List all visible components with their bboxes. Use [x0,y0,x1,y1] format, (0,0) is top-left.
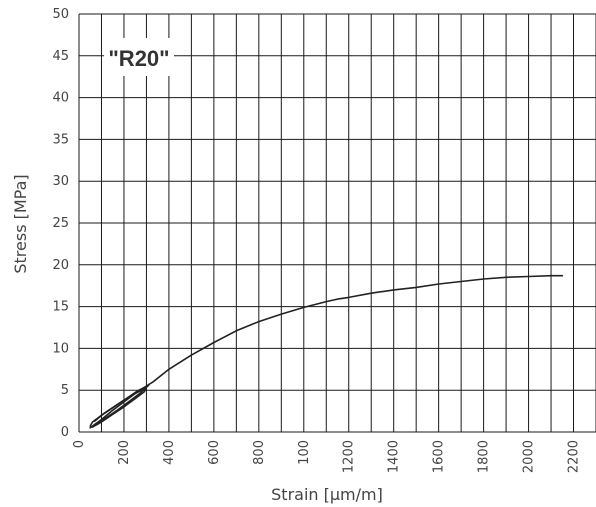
x-tick-label: 1200 [342,440,357,473]
y-tick-label: 30 [52,174,69,189]
x-tick-label: 2200 [567,440,582,473]
y-tick-label: 45 [52,49,69,64]
x-tick-label: 600 [207,440,222,465]
x-tick-label: 1400 [387,440,402,473]
y-tick-labels: 0 5 10 15 20 25 30 35 40 45 50 [52,7,69,440]
series-line [93,384,150,426]
x-tick-label: 2000 [522,440,537,473]
y-tick-label: 50 [52,7,69,22]
data-series [89,274,564,429]
y-tick-label: 15 [52,300,69,315]
x-tick-label: 200 [117,440,132,465]
x-tick-label: 1600 [432,440,447,473]
r20-annotation-box: "R20" [104,38,174,76]
x-tick-label: 0 [72,440,87,448]
y-axis-title: Stress [MPa] [11,174,30,273]
x-tick-labels: 0 200 400 600 800 100 1200 1400 1600 1800 2000 2200 [72,440,582,473]
x-tick-label: 400 [162,440,177,465]
y-tick-label: 10 [52,341,69,356]
x-tick-label: 100 [297,440,312,465]
y-tick-label: 25 [52,216,69,231]
y-tick-label: 5 [61,383,69,398]
x-axis-title: Strain [μm/m] [271,485,383,504]
x-tick-label: 800 [252,440,267,465]
y-tick-label: 0 [61,425,69,440]
y-tick-label: 20 [52,258,69,273]
r20-annotation: "R20" [108,46,169,71]
x-tick-label: 1800 [477,440,492,473]
y-tick-label: 35 [52,132,69,147]
y-tick-label: 40 [52,91,69,106]
major-gridlines [79,13,596,433]
